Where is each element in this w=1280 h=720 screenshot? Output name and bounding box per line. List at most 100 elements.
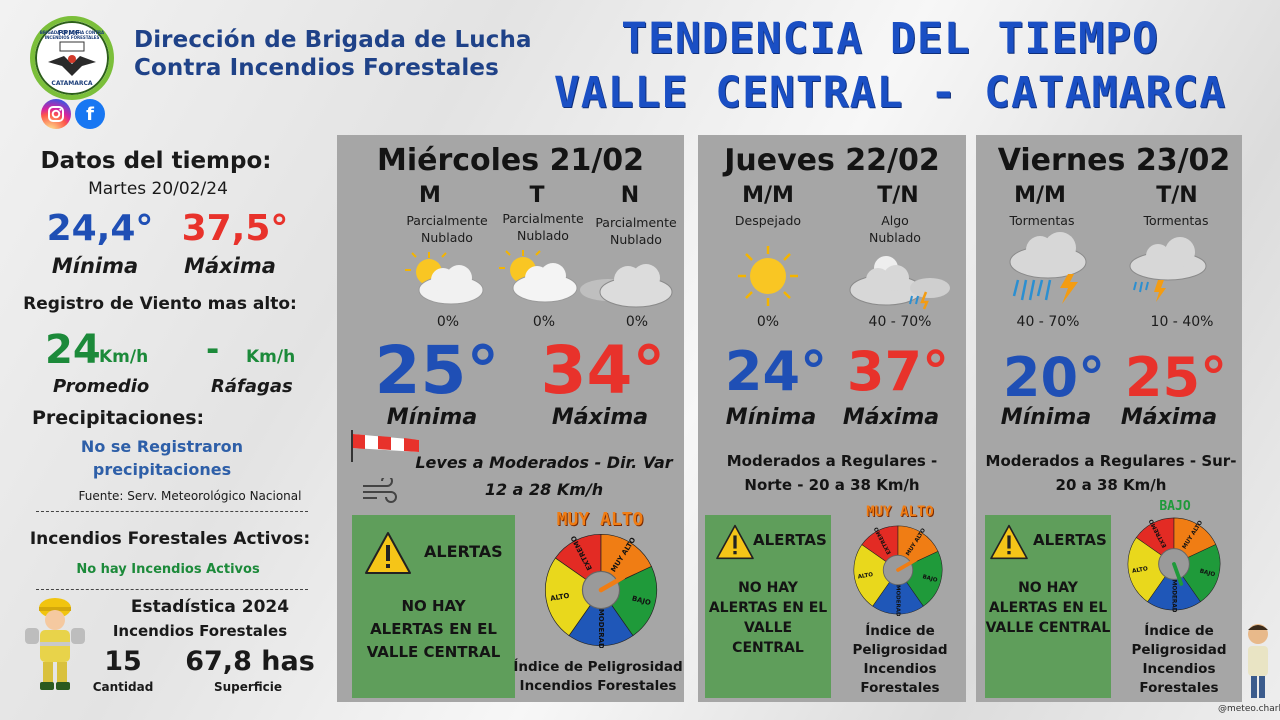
estad-subtitle: Incendios Forestales — [112, 622, 288, 640]
alert-line: NO HAY — [1018, 580, 1078, 596]
gauge-segment-alto — [853, 544, 899, 607]
period-label: N — [620, 183, 640, 208]
condition-text: Parcialmente Nublado — [392, 212, 502, 246]
gauge-label-moderado: MODERADO — [895, 585, 901, 616]
facebook-icon[interactable]: f — [75, 99, 105, 129]
viento-raf-value: - — [206, 330, 220, 368]
condition-text: Tormentas — [1121, 212, 1231, 229]
partly-cloudy-icon — [499, 250, 578, 303]
warning-icon — [365, 532, 411, 574]
min-temp-forecast: 25° — [374, 332, 500, 409]
fire-danger-gauge: EXTREMO MUY ALTO BAJO MODERADO ALTO — [852, 524, 944, 622]
viento-prom-unit: Km/h — [99, 347, 149, 367]
facebook-glyph: f — [86, 103, 94, 125]
period-label: M — [419, 183, 441, 208]
gauge-segment-moderado — [872, 569, 924, 615]
day-title: Viernes 23/02 — [997, 143, 1231, 178]
alert-box: ALERTAS NO HAY ALERTAS EN EL VALLE CENTR… — [352, 515, 515, 698]
estad-title: Estadística 2024 — [130, 597, 290, 617]
period-label: M/M — [1014, 183, 1066, 208]
cantidad-label: Cantidad — [92, 680, 154, 694]
gauge-label-moderado: MODERADO — [597, 609, 605, 648]
wind-line2: 12 a 28 Km/h — [484, 480, 604, 499]
incendios-title: Incendios Forestales Activos: — [29, 529, 311, 549]
condition-line2: Nublado — [421, 230, 473, 245]
fire-danger-gauge: EXTREMO MUY ALTO BAJO MODERADO ALTO — [543, 532, 659, 655]
index-line: Incendios — [863, 661, 937, 677]
condition-line2: Nublado — [517, 228, 569, 243]
max-temp-forecast: 37° — [846, 340, 950, 403]
gauge-segment-alto — [544, 557, 602, 637]
condition-text: Parcialmente Nublado — [488, 210, 598, 244]
fuente-text: Fuente: Serv. Meteorológico Nacional — [78, 489, 302, 503]
min-temp-value: 24,4° — [46, 208, 154, 249]
max-label: Máxima — [842, 405, 940, 430]
logo-bottom-text: CATAMARCA — [51, 79, 93, 87]
index-caption: Índice de Peligrosidad Incendios Forestal… — [512, 658, 684, 696]
condition-line1: Tormentas — [1009, 213, 1075, 228]
condition-line1: Parcialmente — [406, 213, 488, 228]
viento-prom-label: Promedio — [53, 376, 150, 397]
index-caption: Índice de Peligrosidad Incendios Forestales — [836, 622, 964, 698]
risk-level-label: MUY ALTO — [556, 509, 644, 530]
min-label: Mínima — [386, 405, 478, 430]
precip-title: Precipitaciones: — [32, 407, 205, 429]
cantidad-value: 15 — [104, 646, 142, 677]
period-label: T/N — [877, 183, 919, 208]
alert-line: ALERTAS EN EL — [708, 600, 828, 616]
period-label: T — [529, 183, 545, 208]
viento-raf-label: Ráfagas — [211, 376, 293, 397]
period-label: T/N — [1156, 183, 1198, 208]
superficie-value: 67,8 has — [185, 646, 315, 677]
precip-probability: 40 - 70% — [1016, 314, 1080, 330]
wind-line1: Moderados a Regulares - — [726, 452, 938, 470]
wind-description: Leves a Moderados - Dir. Var 12 a 28 Km/h — [398, 449, 690, 503]
alert-box: ALERTAS NO HAY ALERTAS EN EL VALLE CENTR… — [705, 515, 831, 698]
condition-text: Parcialmente Nublado — [581, 214, 691, 248]
risk-level-label: MUY ALTO — [866, 504, 934, 520]
superficie-label: Superficie — [213, 680, 283, 694]
index-caption: Índice de Peligrosidad Incendios Forestales — [1114, 622, 1244, 698]
wind-icon — [363, 478, 397, 503]
main-title-line1: TENDENCIA DEL TIEMPO — [621, 14, 1159, 64]
gauge-needle — [598, 574, 626, 593]
day-title: Jueves 22/02 — [724, 143, 940, 178]
datos-title: Datos del tiempo: — [40, 148, 272, 174]
main-title-line2: VALLE CENTRAL - CATAMARCA — [553, 68, 1227, 118]
condition-text: Algo Nublado — [840, 212, 950, 246]
datos-date: Martes 20/02/24 — [88, 179, 228, 199]
viento-prom-value: 24 — [45, 327, 101, 373]
alert-line: ALERTAS EN EL — [370, 620, 497, 638]
gauge-needle — [1172, 562, 1184, 586]
gauge-label-alto: ALTO — [550, 592, 570, 603]
gauge-needle — [896, 558, 918, 572]
alert-line: NO HAY — [738, 580, 798, 596]
alert-message: NO HAY ALERTAS EN EL VALLE CENTRAL — [705, 578, 831, 658]
viento-raf-unit: Km/h — [246, 347, 296, 367]
alert-box: ALERTAS NO HAY ALERTAS EN EL VALLE CENTR… — [985, 515, 1111, 698]
precip-probability: 10 - 40% — [1150, 314, 1214, 330]
windsock-icon — [351, 430, 419, 462]
org-name-line2: Contra Incendios Forestales — [134, 55, 499, 81]
max-temp-label: Máxima — [184, 254, 276, 278]
condition-line2: Nublado — [869, 230, 921, 245]
instagram-icon[interactable] — [41, 99, 71, 129]
alert-line: VALLE CENTRAL — [985, 620, 1111, 636]
index-line: Peligrosidad — [1131, 642, 1227, 658]
logo-top-text: BRIGADA DE LUCHA CONTRA INCENDIOS FOREST… — [39, 29, 105, 40]
min-label: Mínima — [725, 405, 817, 430]
eagle-icon — [48, 41, 96, 76]
condition-line1: Tormentas — [1143, 213, 1209, 228]
max-label: Máxima — [551, 405, 649, 430]
min-temp-forecast: 24° — [724, 340, 828, 403]
index-line: Índice de — [1144, 623, 1214, 639]
max-label: Máxima — [1120, 405, 1218, 430]
condition-line2: Nublado — [610, 232, 662, 247]
gauge-segment-moderado — [568, 589, 634, 646]
night-storm-icon — [849, 256, 950, 310]
condition-line1: Despejado — [734, 213, 802, 228]
min-label: Mínima — [1000, 405, 1092, 430]
wind-line2: 20 a 38 Km/h — [1055, 476, 1167, 494]
gauge-label-bajo: BAJO — [922, 574, 939, 584]
